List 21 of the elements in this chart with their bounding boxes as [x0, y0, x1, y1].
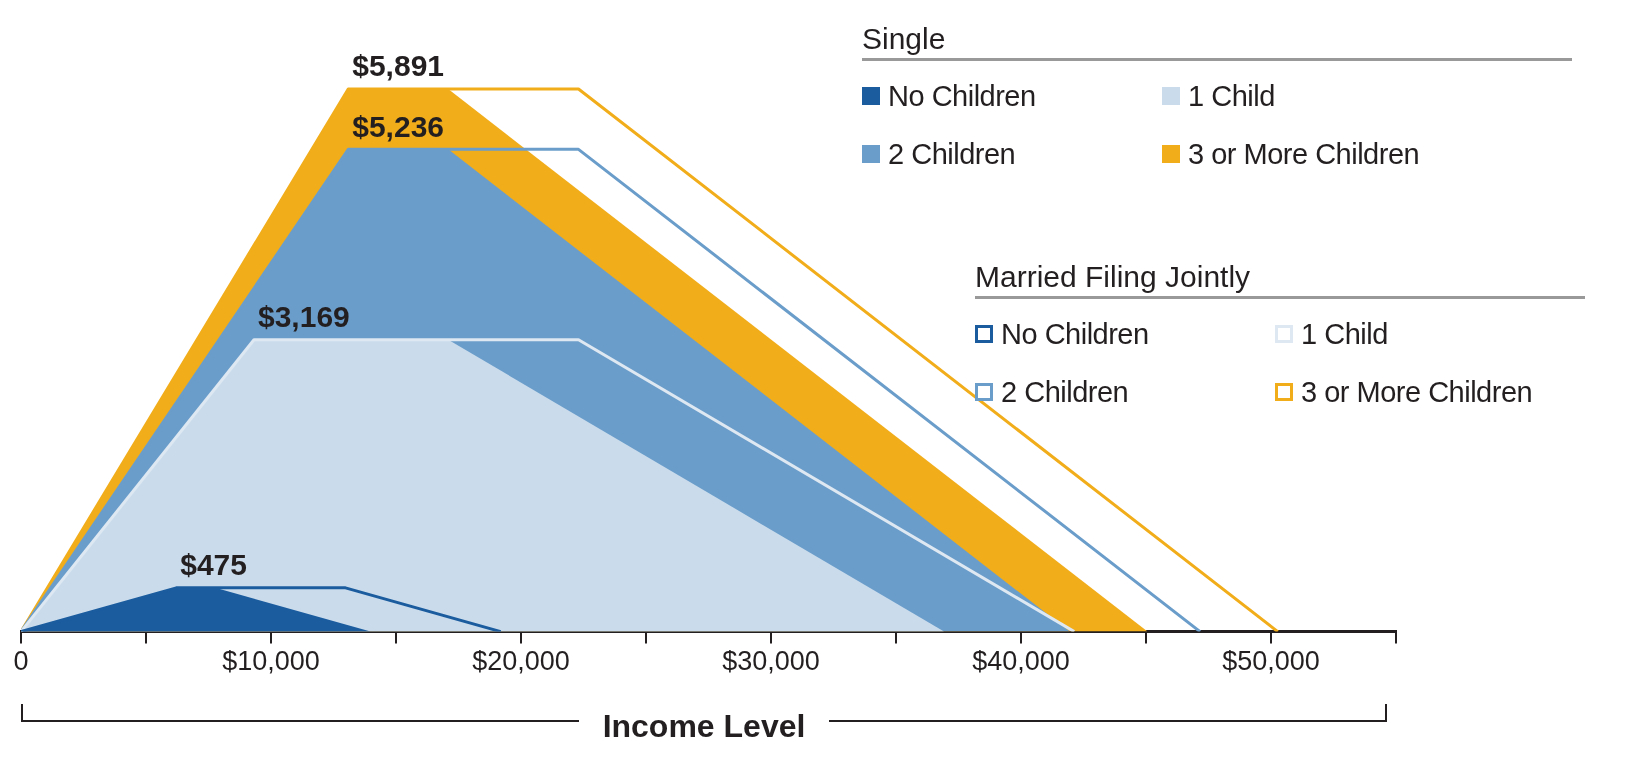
data-label: $475 — [180, 548, 247, 582]
data-label: $5,236 — [352, 109, 445, 143]
x-tick-label: $20,000 — [472, 646, 570, 677]
x-tick-label: 0 — [13, 646, 29, 677]
legend-label: 2 Children — [1001, 375, 1129, 409]
annotation: Married Filing Jointly — [975, 260, 1585, 299]
x-tick-label: $30,000 — [722, 646, 820, 677]
legend-label: 2 Children — [888, 137, 1016, 171]
x-axis-title: Income Level — [578, 708, 830, 744]
legend-label: No Children — [888, 79, 1036, 113]
legend-label: 1 Child — [1301, 317, 1388, 351]
data-label: $5,891 — [352, 49, 445, 83]
x-tick-label: $10,000 — [222, 646, 320, 677]
legend-label: 3 or More Children — [1188, 137, 1420, 171]
legend-label: 1 Child — [1188, 79, 1275, 113]
legend-label: No Children — [1001, 317, 1149, 351]
x-tick-label: $50,000 — [1222, 646, 1320, 677]
legend-label: 3 or More Children — [1301, 375, 1533, 409]
data-label: $3,169 — [258, 300, 350, 333]
x-tick-label: $40,000 — [972, 646, 1070, 677]
text: Single — [862, 22, 1572, 61]
